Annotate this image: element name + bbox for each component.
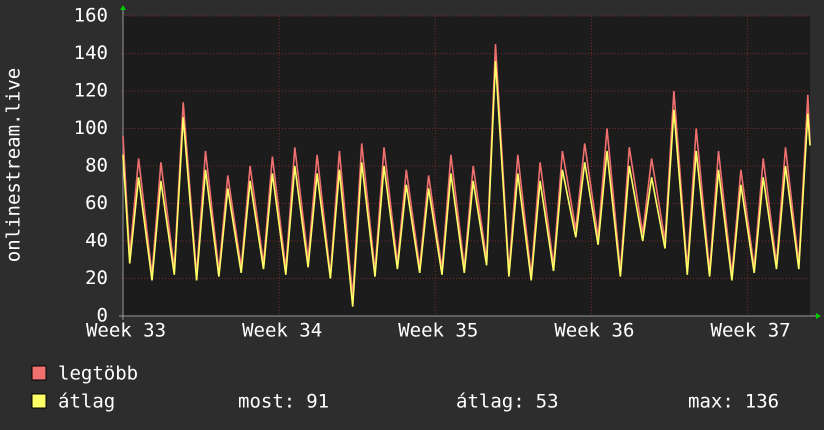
stat-value: 53 (536, 391, 559, 413)
legend-label: átlag (58, 391, 115, 413)
y-tick-label: 60 (85, 192, 108, 214)
y-tick-label: 40 (85, 230, 108, 252)
stat-label: átlag: (456, 391, 525, 413)
x-tick-label: Week 33 (86, 320, 166, 342)
legend-swatch (31, 393, 47, 409)
y-tick-label: 100 (74, 117, 108, 139)
stat-value: 91 (306, 391, 329, 413)
axis-arrow (816, 313, 821, 319)
series-line (122, 44, 811, 298)
y-tick-label: 120 (74, 80, 108, 102)
y-axis-label: onlinestream.live (3, 68, 25, 262)
axis-arrow (120, 5, 126, 10)
x-tick-label: Week 34 (242, 320, 322, 342)
plot-area (123, 16, 810, 316)
stat-label: most: (238, 391, 295, 413)
y-tick-label: 160 (74, 5, 108, 27)
series-line (122, 60, 811, 307)
x-tick-label: Week 36 (554, 320, 634, 342)
y-tick-label: 80 (85, 155, 108, 177)
y-tick-label: 20 (85, 267, 108, 289)
legend-label: legtöbb (58, 363, 138, 385)
y-tick-label: 140 (74, 42, 108, 64)
y-tick-label: 0 (97, 305, 108, 327)
stat-value: 136 (745, 391, 779, 413)
stat-label: max: (688, 391, 734, 413)
x-tick-label: Week 35 (398, 320, 478, 342)
x-tick-label: Week 37 (711, 320, 791, 342)
legend-swatch (31, 365, 47, 381)
